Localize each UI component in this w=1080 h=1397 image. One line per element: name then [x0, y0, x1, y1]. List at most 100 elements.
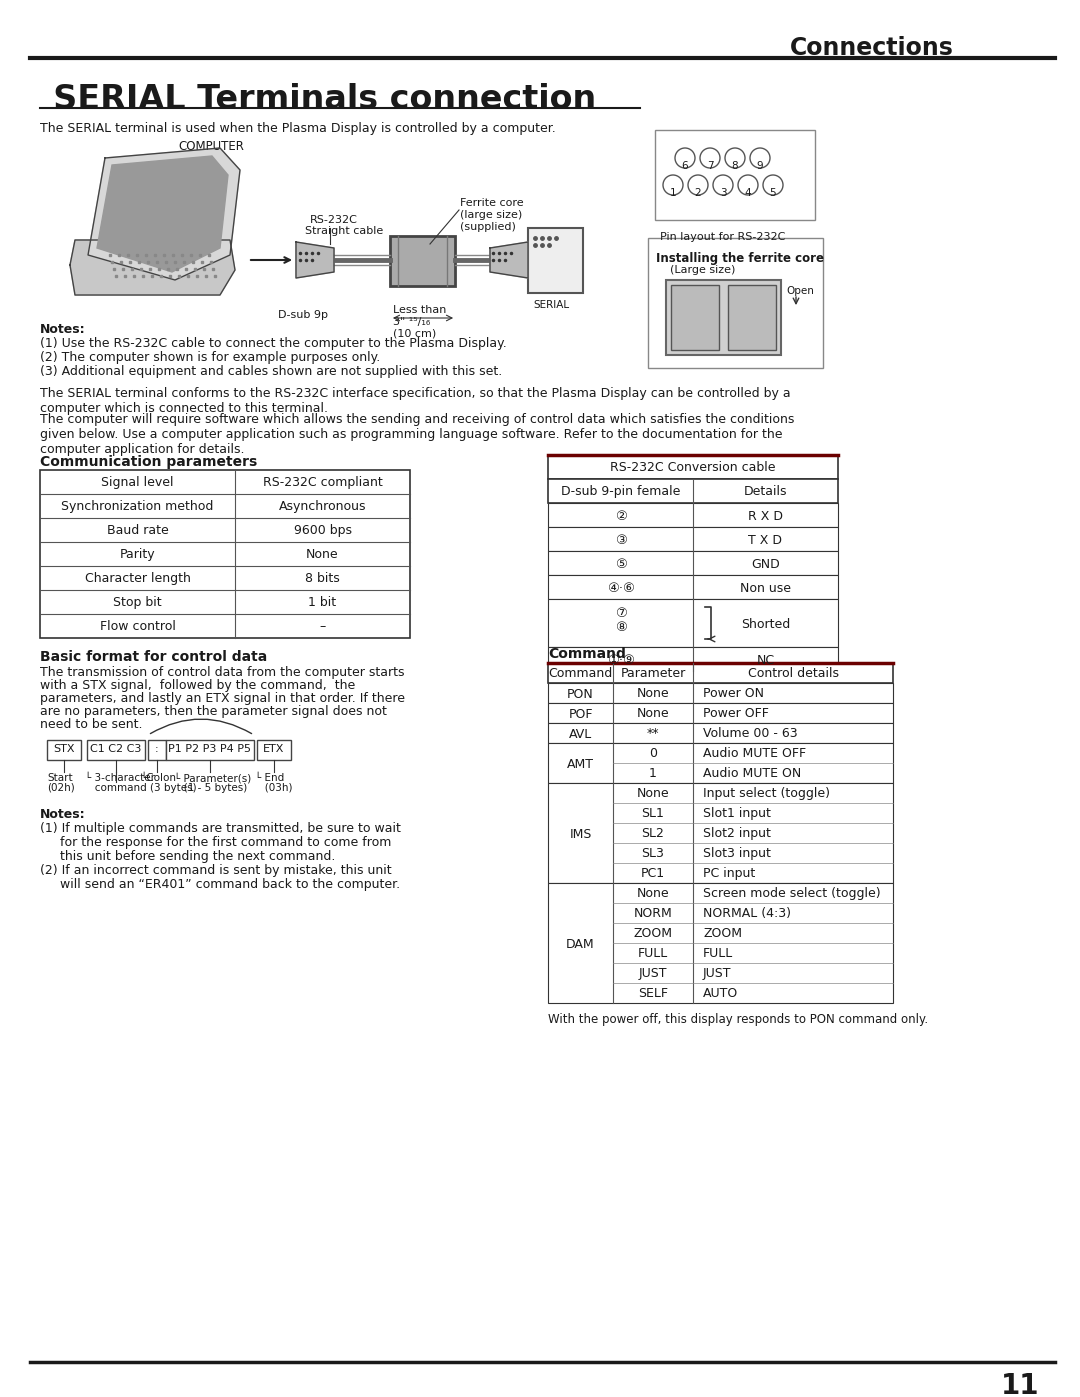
Text: (3) Additional equipment and cables shown are not supplied with this set.: (3) Additional equipment and cables show… [40, 365, 502, 379]
Bar [548, 664, 893, 683]
Text: The SERIAL terminal conforms to the RS-232C interface specification, so that the: The SERIAL terminal conforms to the RS-2… [40, 387, 791, 415]
Text: :: : [156, 745, 159, 754]
Bar [671, 285, 719, 351]
Bar [40, 469, 410, 638]
Bar [548, 576, 838, 599]
Text: (Large size): (Large size) [670, 265, 735, 275]
Text: this unit before sending the next command.: this unit before sending the next comman… [40, 849, 336, 863]
Polygon shape [70, 240, 235, 295]
Bar [728, 285, 777, 351]
Text: None: None [307, 548, 339, 562]
Text: Signal level: Signal level [102, 476, 174, 489]
Text: 8 bits: 8 bits [306, 571, 340, 585]
Text: D-sub 9p: D-sub 9p [278, 310, 328, 320]
Text: PC input: PC input [703, 868, 755, 880]
Text: 9600 bps: 9600 bps [294, 524, 351, 536]
Text: Command: Command [549, 666, 612, 680]
Text: None: None [637, 887, 670, 900]
Text: command (3 bytes): command (3 bytes) [85, 782, 197, 793]
Text: (1) If multiple commands are transmitted, be sure to wait: (1) If multiple commands are transmitted… [40, 821, 401, 835]
Text: NORM: NORM [634, 907, 673, 921]
Text: Ferrite core: Ferrite core [460, 198, 524, 208]
Polygon shape [296, 242, 334, 278]
Bar [548, 455, 838, 479]
Bar [390, 236, 455, 286]
Bar [148, 740, 166, 760]
Text: parameters, and lastly an ETX signal in that order. If there: parameters, and lastly an ETX signal in … [40, 692, 405, 705]
Text: 3: 3 [719, 189, 727, 198]
Text: None: None [637, 687, 670, 700]
Text: 1: 1 [649, 767, 657, 780]
Bar [548, 527, 838, 550]
Bar [548, 743, 893, 782]
Text: Asynchronous: Asynchronous [279, 500, 366, 513]
Text: The transmission of control data from the computer starts: The transmission of control data from th… [40, 666, 405, 679]
Text: 5: 5 [770, 189, 777, 198]
Text: Input select (toggle): Input select (toggle) [703, 787, 831, 800]
Bar [166, 740, 254, 760]
Text: Basic format for control data: Basic format for control data [40, 650, 267, 664]
Text: NC: NC [756, 654, 774, 666]
Text: T X D: T X D [748, 534, 783, 548]
Text: Baud rate: Baud rate [107, 524, 168, 536]
Text: P1 P2 P3 P4 P5: P1 P2 P3 P4 P5 [168, 745, 252, 754]
Text: Command: Command [548, 647, 626, 661]
Text: (03h): (03h) [255, 782, 293, 793]
Text: with a STX signal,  followed by the command,  the: with a STX signal, followed by the comma… [40, 679, 355, 692]
Bar [666, 279, 781, 355]
Text: NORMAL (4:3): NORMAL (4:3) [703, 907, 791, 921]
Text: └Colon: └Colon [140, 773, 176, 782]
Bar [648, 237, 823, 367]
Text: –: – [320, 620, 326, 633]
Text: 11: 11 [1001, 1372, 1039, 1397]
Text: 1 bit: 1 bit [309, 597, 337, 609]
Bar [548, 503, 838, 527]
Text: None: None [637, 707, 670, 719]
Text: Power OFF: Power OFF [703, 707, 769, 719]
Text: Shorted: Shorted [741, 617, 791, 631]
Text: POF: POF [568, 708, 593, 721]
Bar [548, 703, 893, 724]
Text: COMPUTER: COMPUTER [178, 140, 244, 154]
Text: With the power off, this display responds to PON command only.: With the power off, this display respond… [548, 1013, 928, 1025]
Text: SL1: SL1 [642, 807, 664, 820]
Text: SELF: SELF [638, 988, 669, 1000]
Text: GND: GND [751, 557, 780, 571]
Bar [548, 599, 838, 647]
Text: (large size): (large size) [460, 210, 523, 219]
Text: Slot1 input: Slot1 input [703, 807, 771, 820]
Bar [654, 130, 815, 219]
Text: SL3: SL3 [642, 847, 664, 861]
Polygon shape [97, 156, 228, 272]
Text: Open: Open [786, 286, 814, 296]
Text: for the response for the first command to come from: for the response for the first command t… [40, 835, 391, 849]
Text: Connections: Connections [789, 36, 954, 60]
Text: are no parameters, then the parameter signal does not: are no parameters, then the parameter si… [40, 705, 387, 718]
Text: Notes:: Notes: [40, 807, 85, 821]
Text: Screen mode select (toggle): Screen mode select (toggle) [703, 887, 880, 900]
Bar [548, 479, 838, 503]
Polygon shape [490, 242, 528, 278]
Text: Control details: Control details [747, 666, 838, 680]
Text: Character length: Character length [84, 571, 190, 585]
Bar [87, 740, 145, 760]
Text: 7: 7 [706, 161, 713, 170]
Text: Details: Details [744, 485, 787, 497]
Text: ZOOM: ZOOM [703, 928, 742, 940]
Text: FULL: FULL [638, 947, 669, 960]
Text: Parity: Parity [120, 548, 156, 562]
Text: ③: ③ [615, 534, 626, 548]
Text: DAM: DAM [566, 937, 595, 951]
Text: PON: PON [567, 687, 594, 701]
Text: STX: STX [53, 745, 75, 754]
Bar [548, 724, 893, 743]
Text: 3" ¹⁵/₁₆: 3" ¹⁵/₁₆ [393, 317, 430, 327]
Text: 1: 1 [670, 189, 676, 198]
Text: None: None [637, 787, 670, 800]
Text: will send an “ER401” command back to the computer.: will send an “ER401” command back to the… [40, 877, 400, 891]
Text: AVL: AVL [569, 728, 592, 740]
Text: Stop bit: Stop bit [113, 597, 162, 609]
Text: Non use: Non use [740, 583, 791, 595]
Text: C1 C2 C3: C1 C2 C3 [91, 745, 141, 754]
Text: The SERIAL terminal is used when the Plasma Display is controlled by a computer.: The SERIAL terminal is used when the Pla… [40, 122, 556, 136]
